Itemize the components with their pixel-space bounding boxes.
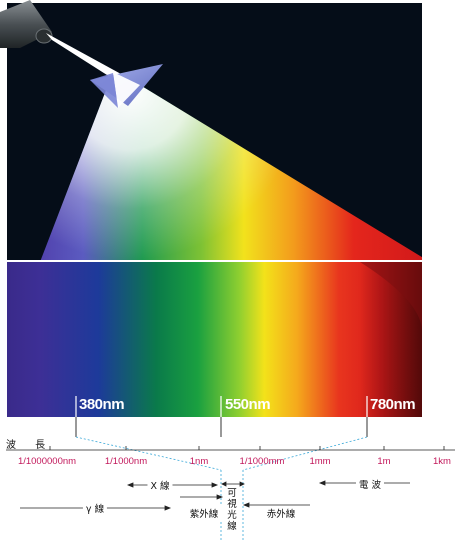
light-source-icon	[0, 0, 53, 48]
marker-380nm: 380nm	[79, 396, 125, 413]
marker-550nm: 550nm	[225, 396, 271, 413]
band-visible: 可視光線	[227, 488, 237, 532]
tick-label: 1/1000mm	[239, 456, 285, 467]
wavelength-title: 波 長	[6, 440, 54, 451]
tick-label: 1/1000000nm	[17, 456, 77, 467]
tick-label: 1m	[377, 456, 391, 467]
band-ultraviolet: 紫外線	[186, 506, 222, 520]
light-beam	[46, 33, 121, 82]
tick-label: 1/1000nm	[104, 456, 148, 467]
tick-label: 1mm	[309, 456, 331, 467]
marker-780nm: 780nm	[370, 396, 416, 413]
band-infrared: 赤外線	[263, 506, 299, 520]
band-xray: X 線	[147, 478, 173, 492]
band-radio: 電 波	[355, 477, 385, 491]
prism-icon	[90, 64, 163, 108]
visible-range-guides	[75, 436, 368, 540]
tick-label: 1nm	[189, 456, 209, 467]
tick-label: 1km	[433, 456, 451, 467]
band-gamma: γ 線	[82, 501, 108, 515]
